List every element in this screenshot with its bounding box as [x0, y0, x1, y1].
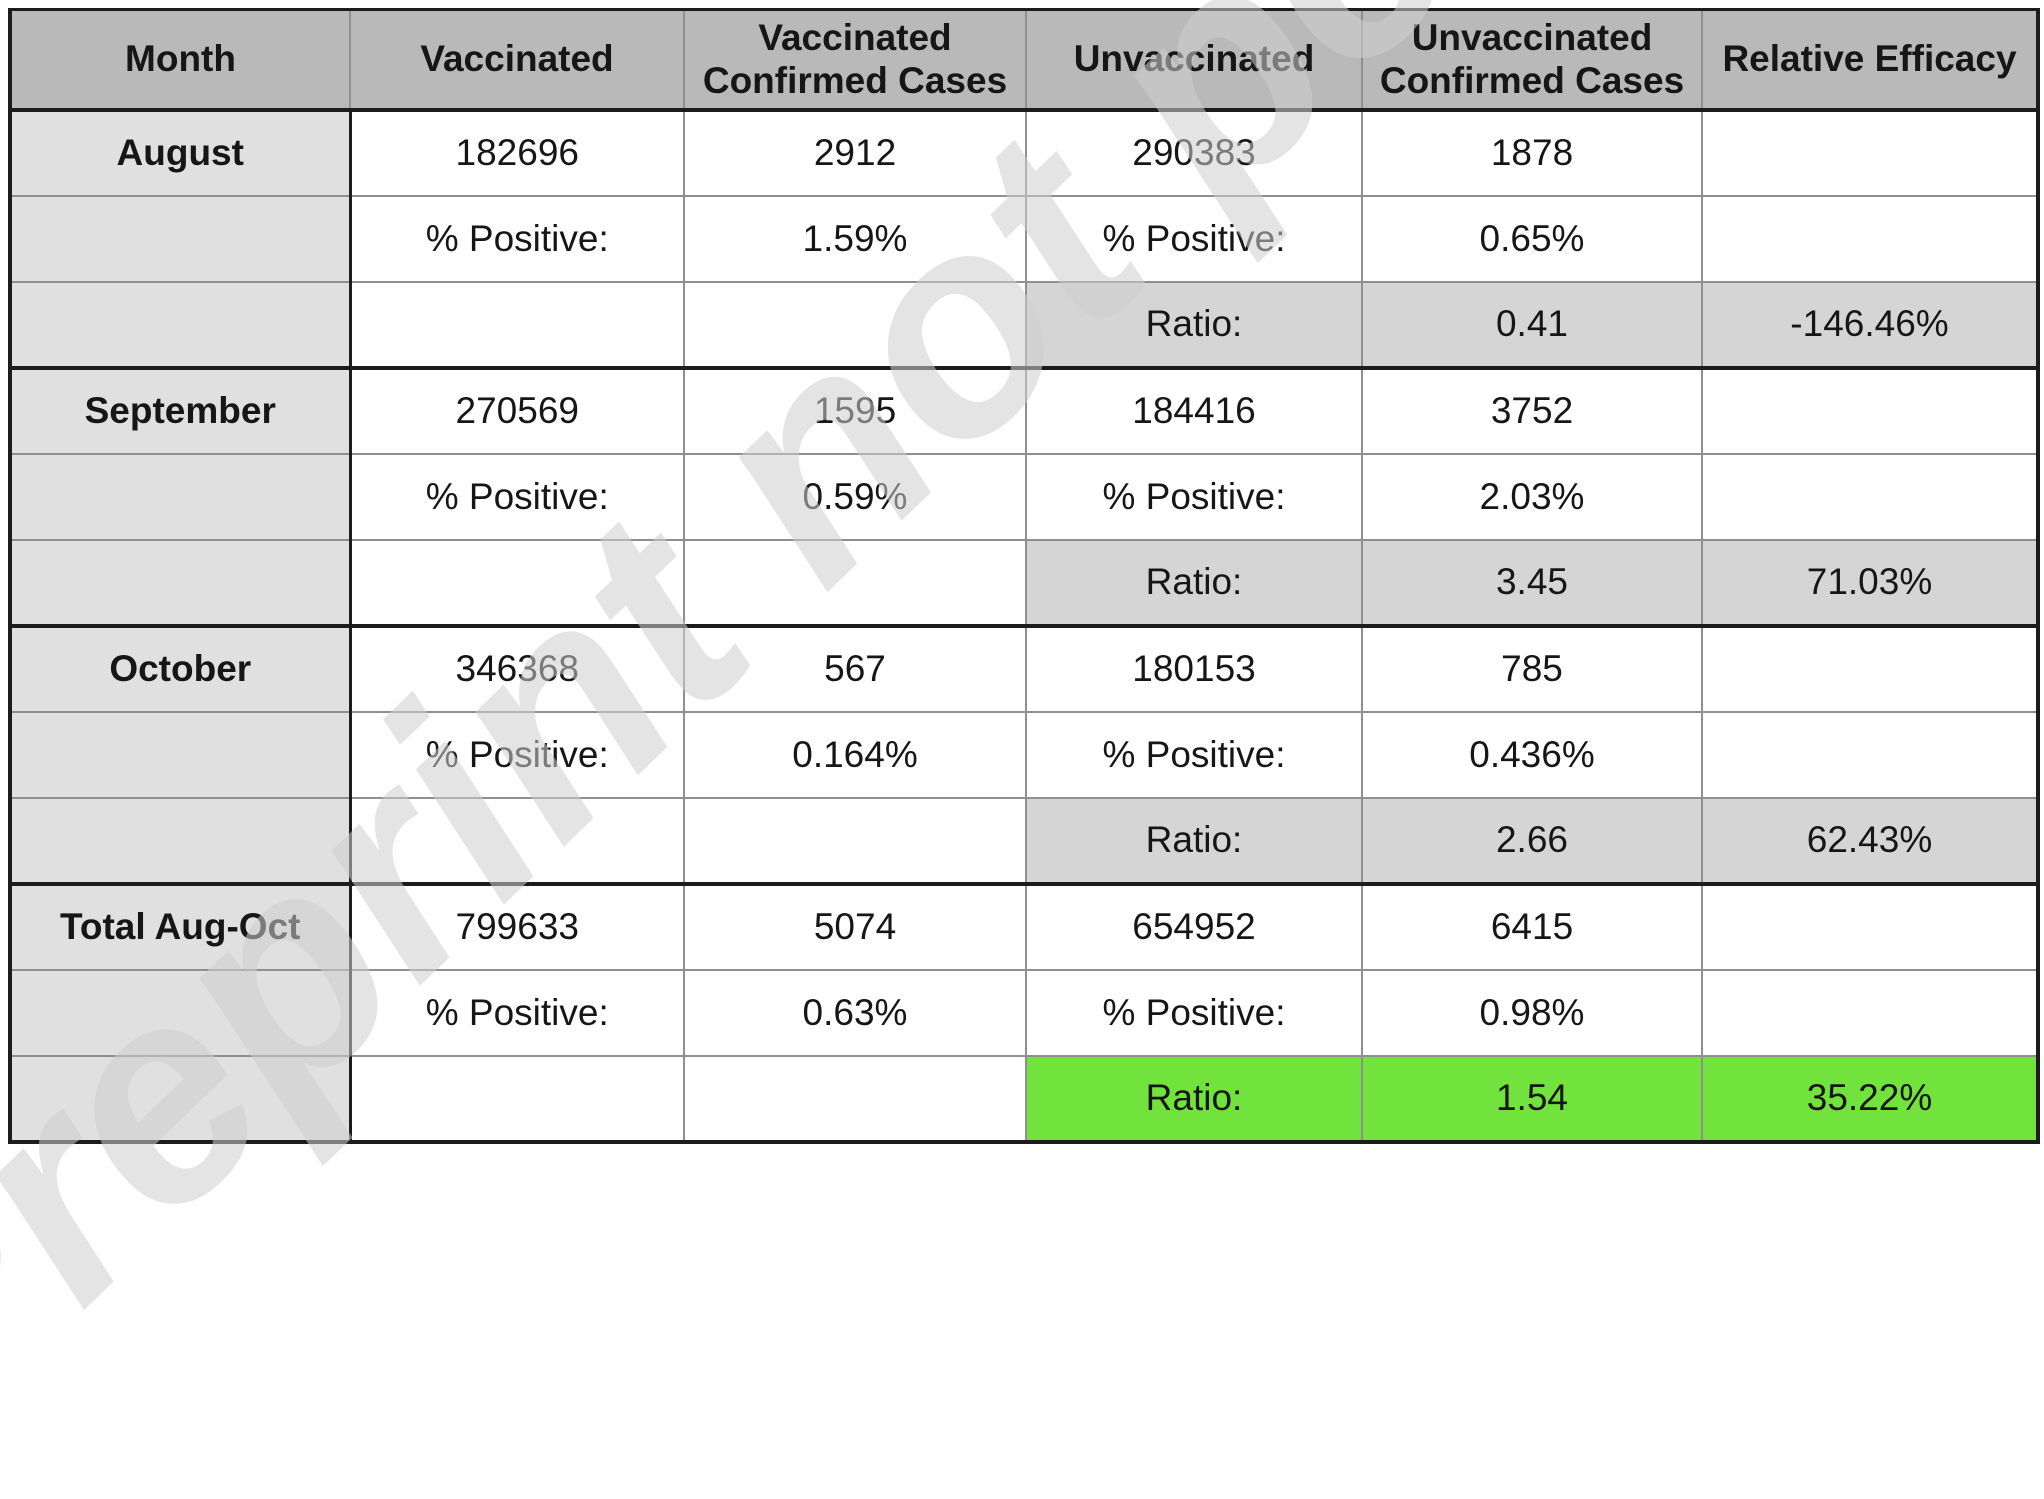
pct-value-cell: 2.03%: [1361, 452, 1703, 541]
unvaccinated-count-cell: 290383: [1025, 108, 1363, 197]
month-cell: [8, 710, 352, 799]
unvaccinated-count-cell: 184416: [1025, 366, 1363, 455]
month-cell: [8, 452, 352, 541]
row-october-ratio: Ratio: 2.66 62.43%: [8, 796, 2040, 886]
month-cell: October: [8, 624, 352, 713]
row-total-counts: Total Aug-Oct 799633 5074 654952 6415: [8, 882, 2040, 971]
pct-label-cell: % Positive:: [1025, 452, 1363, 541]
empty-cell: [349, 1054, 685, 1144]
pct-label-cell: % Positive:: [1025, 194, 1363, 283]
vaccinated-count-cell: 346368: [349, 624, 685, 713]
empty-cell: [1701, 710, 2040, 799]
ratio-value-cell: 1.54: [1361, 1054, 1703, 1144]
ratio-value-cell: 2.66: [1361, 796, 1703, 886]
col-header-vaccinated-cases: Vaccinated Confirmed Cases: [683, 8, 1027, 112]
unvaccinated-count-cell: 180153: [1025, 624, 1363, 713]
unvaccinated-cases-cell: 785: [1361, 624, 1703, 713]
row-august-ratio: Ratio: 0.41 -146.46%: [8, 280, 2040, 370]
month-cell: [8, 538, 352, 628]
empty-cell: [349, 280, 685, 370]
empty-cell: [1701, 452, 2040, 541]
ratio-value-cell: 0.41: [1361, 280, 1703, 370]
efficacy-cell: 35.22%: [1701, 1054, 2040, 1144]
vaccinated-cases-cell: 5074: [683, 882, 1027, 971]
pct-value-cell: 0.436%: [1361, 710, 1703, 799]
month-cell: [8, 968, 352, 1057]
pct-label-cell: % Positive:: [349, 710, 685, 799]
col-header-unvaccinated-cases: Unvaccinated Confirmed Cases: [1361, 8, 1703, 112]
efficacy-cell: 62.43%: [1701, 796, 2040, 886]
empty-cell: [1701, 968, 2040, 1057]
col-header-relative-efficacy: Relative Efficacy: [1701, 8, 2040, 112]
pct-label-cell: % Positive:: [349, 452, 685, 541]
month-cell: [8, 1054, 352, 1144]
ratio-label-cell: Ratio:: [1025, 796, 1363, 886]
month-cell: [8, 796, 352, 886]
unvaccinated-cases-cell: 6415: [1361, 882, 1703, 971]
empty-cell: [1701, 108, 2040, 197]
empty-cell: [683, 280, 1027, 370]
pct-value-cell: 0.63%: [683, 968, 1027, 1057]
empty-cell: [683, 796, 1027, 886]
efficacy-cell: 71.03%: [1701, 538, 2040, 628]
unvaccinated-cases-cell: 1878: [1361, 108, 1703, 197]
header-row: Month Vaccinated Vaccinated Confirmed Ca…: [8, 8, 2040, 112]
ratio-value-cell: 3.45: [1361, 538, 1703, 628]
month-cell: [8, 194, 352, 283]
month-cell: September: [8, 366, 352, 455]
vaccine-efficacy-table: Month Vaccinated Vaccinated Confirmed Ca…: [8, 8, 2040, 1144]
row-august-pct: % Positive: 1.59% % Positive: 0.65%: [8, 194, 2040, 283]
empty-cell: [349, 538, 685, 628]
row-october-pct: % Positive: 0.164% % Positive: 0.436%: [8, 710, 2040, 799]
empty-cell: [1701, 882, 2040, 971]
empty-cell: [1701, 366, 2040, 455]
vaccinated-count-cell: 270569: [349, 366, 685, 455]
month-cell: [8, 280, 352, 370]
pct-value-cell: 0.98%: [1361, 968, 1703, 1057]
vaccinated-cases-cell: 2912: [683, 108, 1027, 197]
month-cell: August: [8, 108, 352, 197]
pct-value-cell: 0.65%: [1361, 194, 1703, 283]
efficacy-cell: -146.46%: [1701, 280, 2040, 370]
row-total-ratio: Ratio: 1.54 35.22%: [8, 1054, 2040, 1144]
month-cell: Total Aug-Oct: [8, 882, 352, 971]
unvaccinated-cases-cell: 3752: [1361, 366, 1703, 455]
ratio-label-cell: Ratio:: [1025, 1054, 1363, 1144]
empty-cell: [1701, 624, 2040, 713]
vaccinated-count-cell: 182696: [349, 108, 685, 197]
empty-cell: [683, 1054, 1027, 1144]
row-september-counts: September 270569 1595 184416 3752: [8, 366, 2040, 455]
vaccinated-cases-cell: 567: [683, 624, 1027, 713]
empty-cell: [683, 538, 1027, 628]
pct-value-cell: 0.59%: [683, 452, 1027, 541]
pct-value-cell: 0.164%: [683, 710, 1027, 799]
col-header-month: Month: [8, 8, 351, 112]
ratio-label-cell: Ratio:: [1025, 538, 1363, 628]
ratio-label-cell: Ratio:: [1025, 280, 1363, 370]
row-total-pct: % Positive: 0.63% % Positive: 0.98%: [8, 968, 2040, 1057]
col-header-vaccinated: Vaccinated: [349, 8, 685, 112]
pct-label-cell: % Positive:: [1025, 710, 1363, 799]
row-october-counts: October 346368 567 180153 785: [8, 624, 2040, 713]
unvaccinated-count-cell: 654952: [1025, 882, 1363, 971]
pct-label-cell: % Positive:: [1025, 968, 1363, 1057]
pct-label-cell: % Positive:: [349, 968, 685, 1057]
col-header-unvaccinated: Unvaccinated: [1025, 8, 1363, 112]
vaccinated-cases-cell: 1595: [683, 366, 1027, 455]
row-august-counts: August 182696 2912 290383 1878: [8, 108, 2040, 197]
row-september-pct: % Positive: 0.59% % Positive: 2.03%: [8, 452, 2040, 541]
empty-cell: [1701, 194, 2040, 283]
pct-label-cell: % Positive:: [349, 194, 685, 283]
pct-value-cell: 1.59%: [683, 194, 1027, 283]
empty-cell: [349, 796, 685, 886]
vaccinated-count-cell: 799633: [349, 882, 685, 971]
row-september-ratio: Ratio: 3.45 71.03%: [8, 538, 2040, 628]
